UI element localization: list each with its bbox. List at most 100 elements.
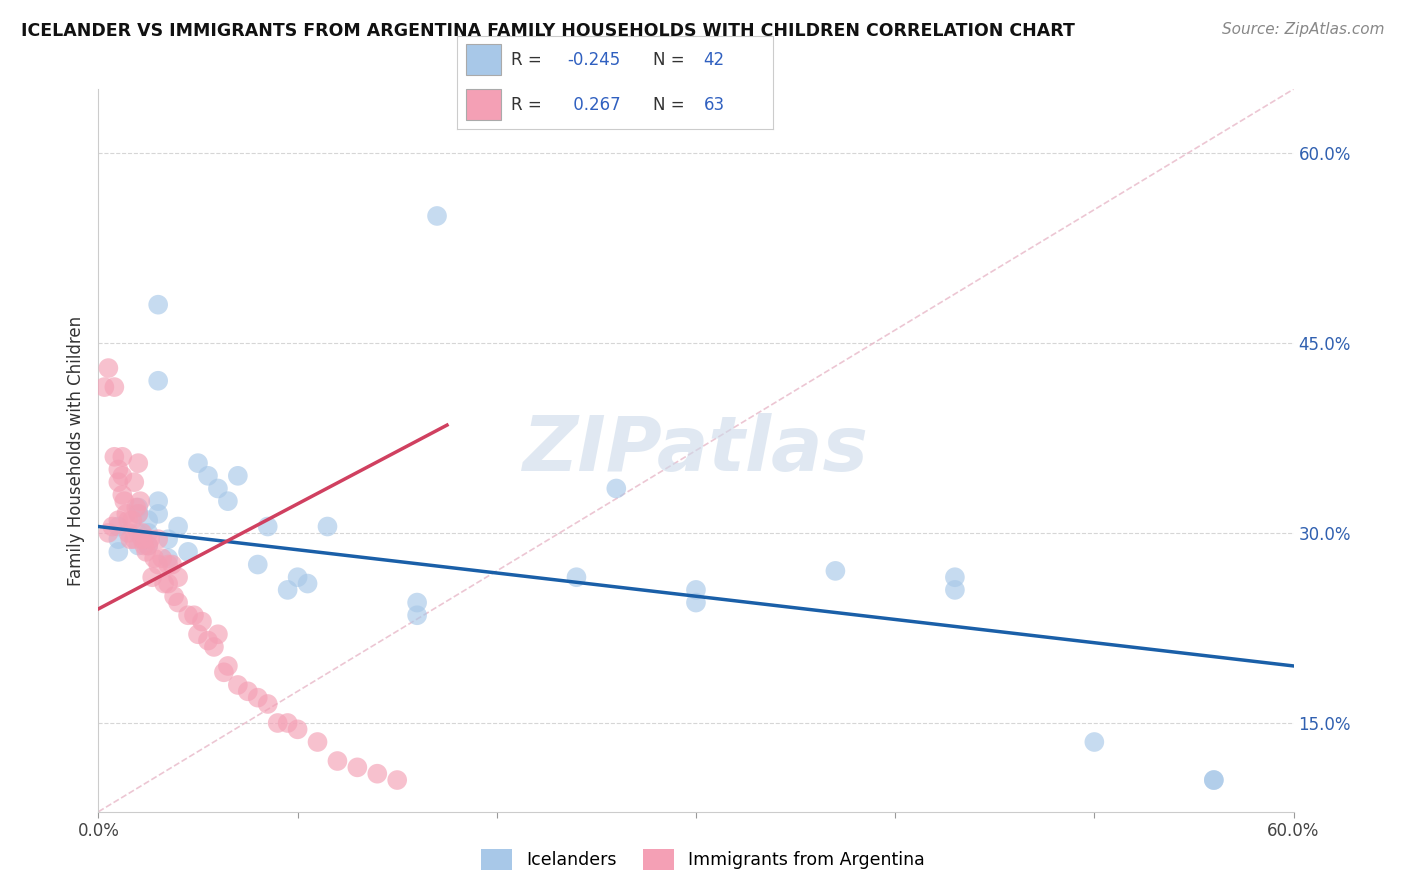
Text: Source: ZipAtlas.com: Source: ZipAtlas.com [1222, 22, 1385, 37]
Icelanders [943, 570, 966, 584]
Immigrants from Argentina [167, 570, 190, 584]
Text: ZIPatlas: ZIPatlas [523, 414, 869, 487]
Immigrants from Argentina [111, 488, 134, 502]
Immigrants from Argentina [226, 678, 249, 692]
Text: R =: R = [510, 95, 547, 113]
Icelanders [287, 570, 309, 584]
Immigrants from Argentina [107, 462, 129, 476]
Immigrants from Argentina [136, 539, 159, 553]
Icelanders [256, 519, 278, 533]
Immigrants from Argentina [148, 558, 170, 572]
Icelanders [148, 494, 170, 508]
Immigrants from Argentina [120, 532, 142, 546]
Immigrants from Argentina [135, 545, 157, 559]
Icelanders [226, 468, 249, 483]
Icelanders [107, 545, 129, 559]
Immigrants from Argentina [385, 772, 409, 787]
Immigrants from Argentina [111, 468, 134, 483]
Immigrants from Argentina [157, 558, 180, 572]
Immigrants from Argentina [121, 513, 143, 527]
Immigrants from Argentina [236, 684, 259, 698]
Immigrants from Argentina [134, 539, 156, 553]
Icelanders [187, 456, 209, 470]
Y-axis label: Family Households with Children: Family Households with Children [66, 316, 84, 585]
Text: N =: N = [652, 95, 690, 113]
Icelanders [207, 482, 229, 496]
Icelanders [136, 513, 159, 527]
Icelanders [406, 608, 429, 623]
Icelanders [217, 494, 239, 508]
Immigrants from Argentina [277, 716, 299, 731]
Immigrants from Argentina [202, 640, 225, 654]
Immigrants from Argentina [246, 690, 269, 705]
Immigrants from Argentina [326, 754, 349, 768]
Immigrants from Argentina [139, 532, 162, 546]
Icelanders [246, 558, 269, 572]
Immigrants from Argentina [129, 494, 152, 508]
Immigrants from Argentina [160, 558, 183, 572]
Icelanders [167, 519, 190, 533]
Immigrants from Argentina [124, 475, 146, 490]
Immigrants from Argentina [131, 532, 153, 546]
Immigrants from Argentina [127, 507, 149, 521]
Legend: Icelanders, Immigrants from Argentina: Icelanders, Immigrants from Argentina [472, 840, 934, 879]
Immigrants from Argentina [112, 494, 135, 508]
Icelanders [107, 519, 129, 533]
Immigrants from Argentina [148, 532, 170, 546]
Text: -0.245: -0.245 [568, 51, 621, 69]
Immigrants from Argentina [111, 450, 134, 464]
Immigrants from Argentina [103, 450, 125, 464]
FancyBboxPatch shape [467, 89, 502, 120]
Immigrants from Argentina [141, 570, 163, 584]
Immigrants from Argentina [97, 525, 120, 540]
Immigrants from Argentina [131, 525, 153, 540]
Icelanders [136, 539, 159, 553]
Text: 0.267: 0.267 [568, 95, 620, 113]
Icelanders [136, 525, 159, 540]
Icelanders [177, 545, 200, 559]
Icelanders [127, 507, 149, 521]
Icelanders [148, 374, 170, 388]
Text: 63: 63 [704, 95, 725, 113]
Icelanders [1083, 735, 1105, 749]
Icelanders [565, 570, 588, 584]
Text: N =: N = [652, 51, 690, 69]
Immigrants from Argentina [101, 519, 124, 533]
Text: 42: 42 [704, 51, 725, 69]
Icelanders [824, 564, 846, 578]
Immigrants from Argentina [177, 608, 200, 623]
Immigrants from Argentina [150, 551, 173, 566]
Immigrants from Argentina [107, 513, 129, 527]
Icelanders [127, 539, 149, 553]
Icelanders [685, 582, 707, 597]
Immigrants from Argentina [93, 380, 115, 394]
Immigrants from Argentina [125, 500, 148, 515]
Icelanders [943, 582, 966, 597]
Immigrants from Argentina [107, 475, 129, 490]
Icelanders [197, 468, 219, 483]
Immigrants from Argentina [153, 576, 176, 591]
Icelanders [316, 519, 339, 533]
Immigrants from Argentina [163, 589, 186, 603]
Icelanders [406, 596, 429, 610]
Immigrants from Argentina [183, 608, 205, 623]
Icelanders [148, 298, 170, 312]
Icelanders [685, 596, 707, 610]
Icelanders [148, 507, 170, 521]
Icelanders [1202, 772, 1225, 787]
Immigrants from Argentina [124, 532, 146, 546]
Immigrants from Argentina [157, 576, 180, 591]
Immigrants from Argentina [127, 456, 149, 470]
Immigrants from Argentina [191, 615, 214, 629]
Immigrants from Argentina [117, 513, 139, 527]
Icelanders [127, 500, 149, 515]
Immigrants from Argentina [256, 697, 278, 711]
Icelanders [157, 532, 180, 546]
Icelanders [107, 532, 129, 546]
Icelanders [1202, 772, 1225, 787]
Icelanders [157, 551, 180, 566]
Immigrants from Argentina [103, 380, 125, 394]
Icelanders [426, 209, 449, 223]
Immigrants from Argentina [143, 551, 166, 566]
Immigrants from Argentina [167, 596, 190, 610]
